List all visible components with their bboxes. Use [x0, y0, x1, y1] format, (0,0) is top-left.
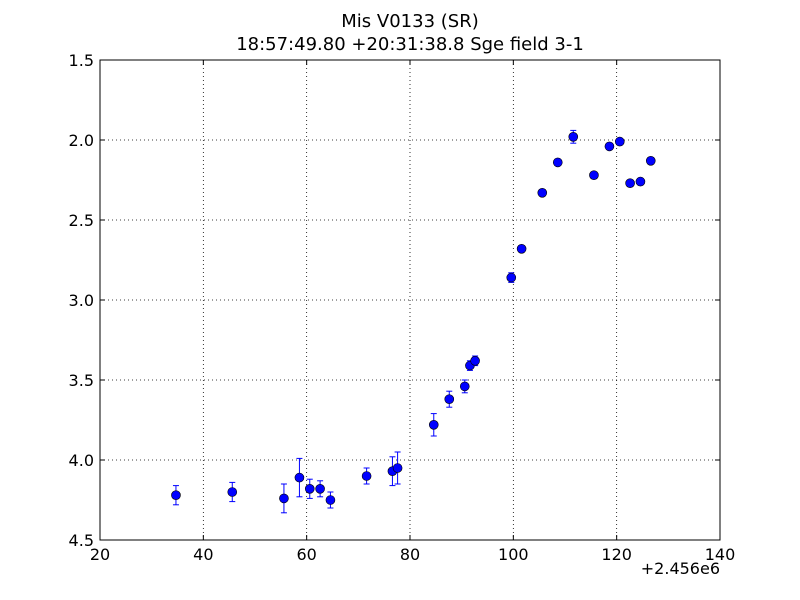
data-point: [294, 457, 305, 498]
data-point: [552, 157, 563, 168]
data-point: [614, 136, 625, 147]
data-marker: [516, 244, 527, 254]
x-tick-label: 140: [705, 545, 736, 564]
x-tick-label: 100: [498, 545, 529, 564]
data-marker: [279, 493, 289, 504]
y-axis-tick-labels: 1.5 2.0 2.5 3.0 3.5 4.0 4.5: [69, 51, 94, 550]
data-marker: [171, 490, 181, 501]
x-tick-label: 80: [400, 545, 420, 564]
data-point: [392, 451, 403, 485]
y-tick-label: 1.5: [69, 51, 94, 70]
data-marker: [552, 157, 563, 168]
data-point: [227, 481, 238, 503]
data-point: [537, 188, 548, 198]
x-axis-tick-labels: 20 40 60 80 100 120 140: [90, 545, 735, 564]
data-marker: [537, 188, 548, 198]
data-marker: [589, 170, 599, 180]
data-point: [604, 141, 615, 152]
data-marker: [294, 472, 305, 483]
plot-frame: [99, 59, 721, 541]
grid-lines: [100, 60, 720, 540]
data-marker: [392, 463, 403, 473]
data-marker: [625, 178, 635, 188]
x-tick-label: 60: [296, 545, 316, 564]
data-marker: [304, 483, 315, 494]
data-point: [325, 491, 336, 509]
data-marker: [568, 132, 579, 142]
data-point: [459, 379, 470, 394]
x-tick-label: 120: [601, 545, 632, 564]
data-point: [635, 176, 646, 187]
y-tick-label: 3.5: [69, 371, 94, 390]
data-marker: [444, 394, 455, 405]
data-point: [444, 390, 455, 408]
data-marker: [361, 471, 372, 481]
data-marker: [459, 381, 470, 392]
data-marker: [614, 136, 625, 147]
chart-subtitle: 18:57:49.80 +20:31:38.8 Sge field 3-1: [236, 34, 584, 55]
y-tick-label: 4.5: [69, 531, 94, 550]
data-marker: [428, 419, 439, 430]
data-point: [279, 483, 289, 514]
y-tick-label: 2.0: [69, 131, 94, 150]
data-marker: [227, 487, 238, 497]
data-point: [625, 178, 635, 188]
chart-title: Mis V0133 (SR): [341, 11, 479, 32]
data-marker: [470, 355, 480, 366]
data-marker: [604, 141, 615, 152]
data-marker: [325, 495, 336, 505]
data-point: [171, 485, 181, 506]
data-marker: [645, 156, 656, 166]
y-tick-label: 4.0: [69, 451, 94, 470]
data-marker: [635, 176, 646, 187]
data-points: [171, 129, 656, 514]
x-tick-label: 40: [193, 545, 213, 564]
data-point: [470, 355, 480, 367]
data-point: [428, 413, 439, 437]
data-point: [506, 272, 517, 283]
data-point: [589, 170, 599, 180]
x-axis-offset-label: +2.456e6: [640, 559, 720, 578]
data-point: [304, 478, 315, 499]
data-point: [315, 480, 325, 498]
y-tick-label: 2.5: [69, 211, 94, 230]
chart-title-block: Mis V0133 (SR) 18:57:49.80 +20:31:38.8 S…: [0, 10, 800, 56]
y-tick-label: 3.0: [69, 291, 94, 310]
data-point: [568, 129, 579, 144]
data-marker: [506, 272, 517, 283]
data-marker: [315, 483, 325, 494]
data-point: [361, 467, 372, 485]
x-tick-label: 20: [90, 545, 110, 564]
data-point: [645, 156, 656, 166]
data-point: [516, 244, 527, 254]
